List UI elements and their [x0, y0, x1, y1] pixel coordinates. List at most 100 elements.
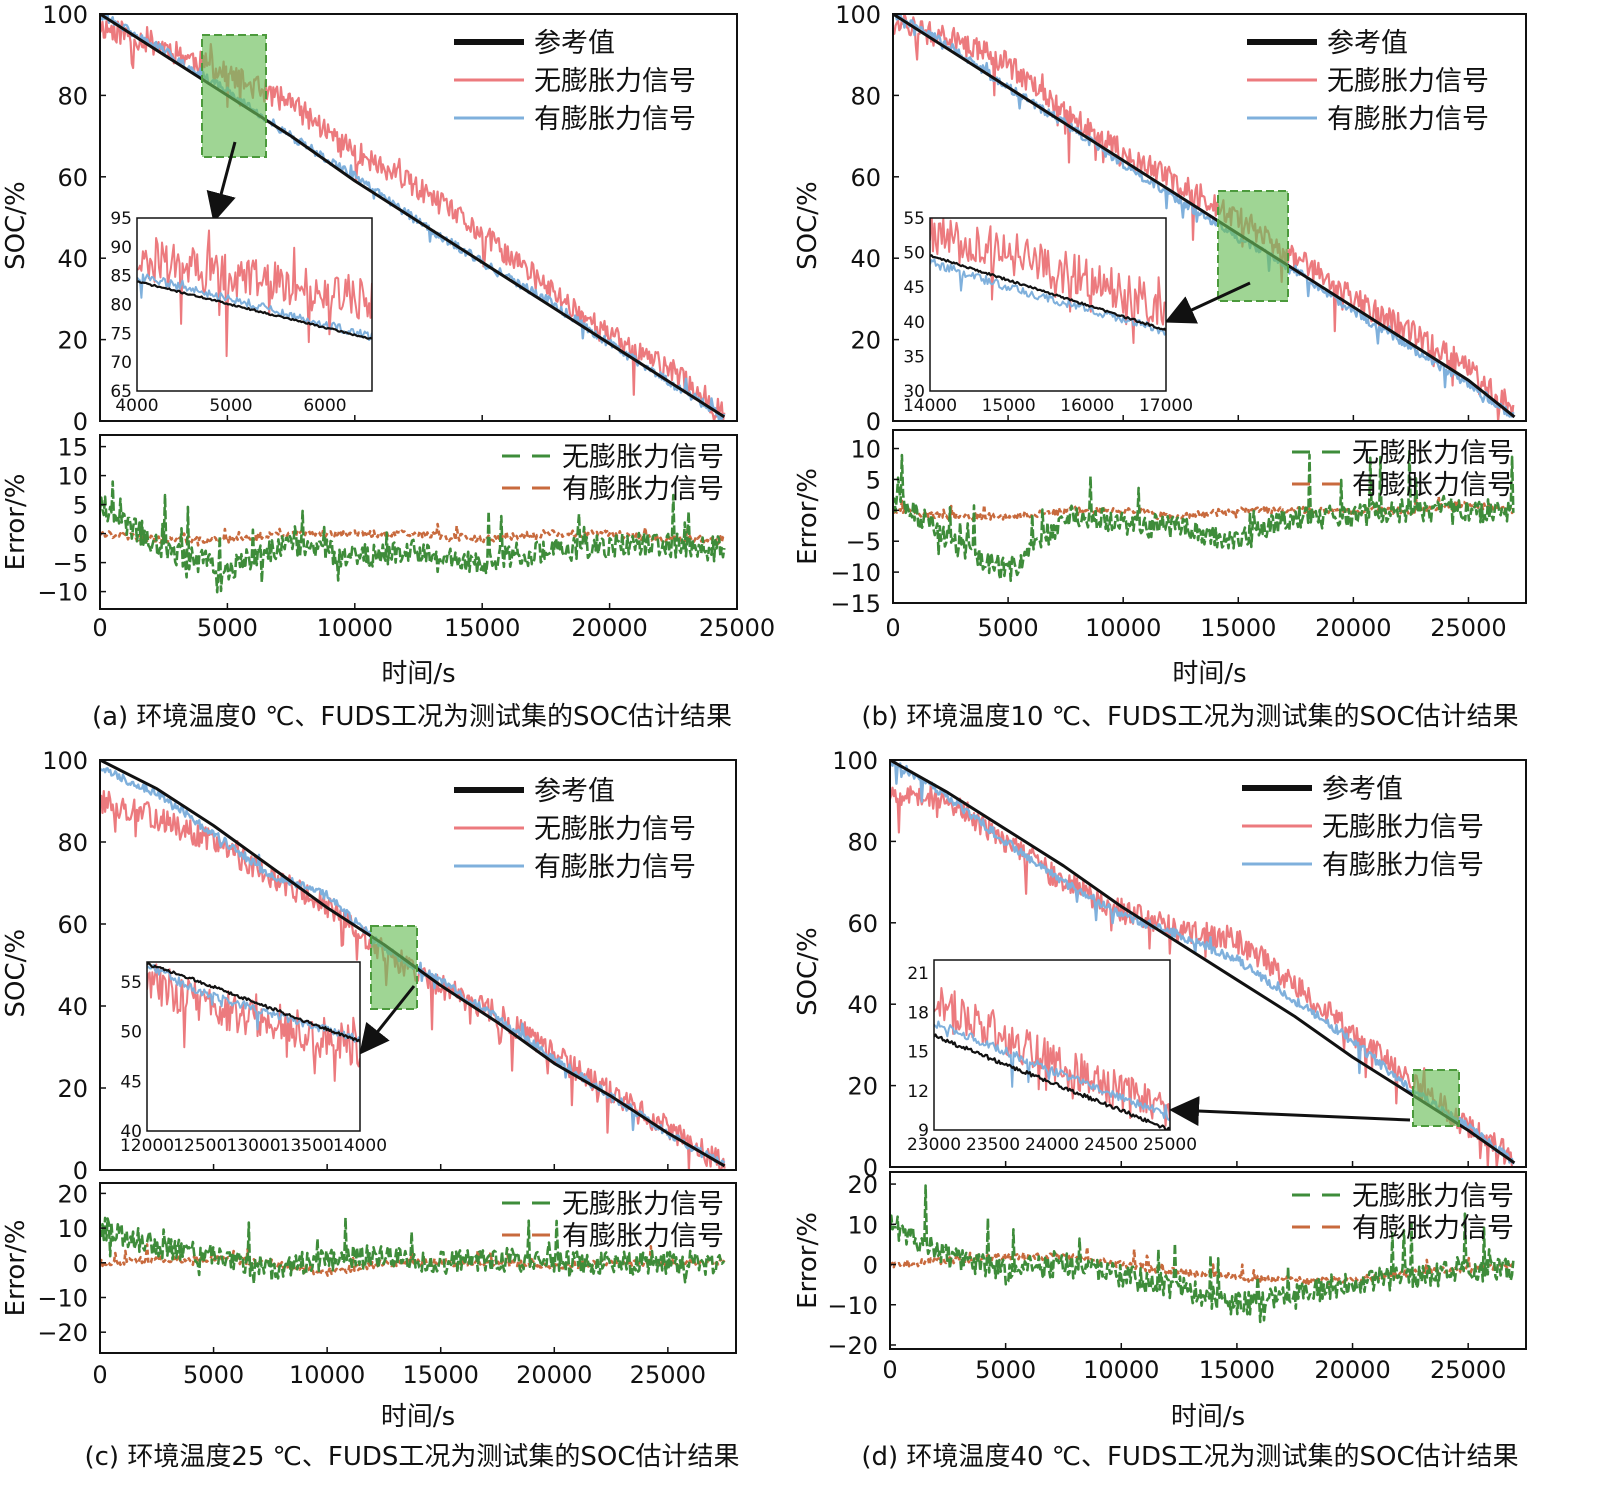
xtick-label: 20000 [1315, 614, 1391, 642]
inset-xtick-label: 15000 [982, 396, 1036, 416]
zoom-region [1217, 190, 1289, 302]
legend-label: 无膨胀力信号 [534, 814, 696, 845]
soc-ytick-label: 20 [57, 327, 88, 355]
inset-ytick-label: 65 [110, 382, 132, 402]
inset-ytick-label: 35 [903, 347, 925, 367]
inset-ytick-label: 55 [120, 973, 142, 993]
panel-caption: (a) 环境温度0 ℃、FUDS工况为测试集的SOC估计结果 [92, 702, 732, 732]
error-ytick-label: −15 [830, 590, 881, 618]
zoom-arrow [206, 141, 237, 223]
panel-c: 020406080100SOC/%参考值无膨胀力信号有膨胀力信号40455055… [1, 747, 740, 1472]
soc-ytick-label: 80 [57, 829, 88, 857]
inset-xtick-label: 13500 [280, 1136, 334, 1156]
inset-ytick-label: 12 [907, 1082, 929, 1102]
error-ytick-label: 20 [847, 1171, 878, 1199]
error-ylabel: Error/% [793, 468, 823, 565]
xtick-label: 15000 [403, 1361, 479, 1389]
inset-xtick-label: 12500 [173, 1136, 227, 1156]
inset-with-expansion-line [934, 1020, 1170, 1122]
inset-xtick-label: 24500 [1084, 1135, 1138, 1155]
error-ytick-label: 5 [866, 466, 881, 494]
error-ytick-label: −20 [37, 1319, 88, 1347]
inset-ytick-label: 55 [903, 209, 925, 229]
inset-ytick-label: 50 [120, 1023, 142, 1043]
legend-label: 无膨胀力信号 [1322, 812, 1484, 843]
inset-reference-line [934, 1033, 1170, 1130]
xtick-label: 5000 [978, 614, 1039, 642]
error-axes: −20 −10 0 10 20 0 5000 10000 15000 20000 25000 Erro… [1, 1180, 737, 1389]
error-ytick-label: 10 [850, 436, 881, 464]
error-plot-frame [99, 1182, 737, 1354]
panel-d: 020406080100SOC/%参考值无膨胀力信号有膨胀力信号91215182… [793, 747, 1527, 1472]
soc-ytick-label: 0 [863, 1154, 878, 1182]
soc-ylabel: SOC/% [1, 181, 31, 270]
error-no-expansion-line [893, 448, 1515, 583]
legend-label: 无膨胀力信号 [562, 442, 724, 473]
legend-label: 无膨胀力信号 [1352, 438, 1514, 469]
xtick-label: 20000 [1314, 1356, 1390, 1384]
inset-ytick-label: 90 [110, 238, 132, 258]
soc-ytick-label: 0 [73, 408, 88, 436]
error-ytick-label: 10 [57, 1215, 88, 1243]
soc-ytick-label: 60 [57, 911, 88, 939]
inset-no-expansion-line [930, 218, 1166, 344]
xtick-label: 10000 [1085, 614, 1161, 642]
inset-frame [929, 217, 1167, 392]
inset-xtick-label: 14000 [903, 396, 957, 416]
soc-ytick-label: 80 [850, 82, 881, 110]
panel-caption: (d) 环境温度40 ℃、FUDS工况为测试集的SOC估计结果 [861, 1442, 1518, 1472]
inset-ytick-label: 85 [110, 267, 132, 287]
soc-ylabel: SOC/% [793, 181, 823, 270]
inset-frame [136, 217, 373, 392]
soc-ytick-label: 20 [57, 1075, 88, 1103]
xtick-label: 10000 [289, 1361, 365, 1389]
soc-ylabel: SOC/% [1, 929, 31, 1018]
inset-ytick-label: 80 [110, 296, 132, 316]
inset-xtick-label: 4000 [115, 396, 158, 416]
error-ytick-label: 15 [57, 434, 88, 462]
soc-ytick-label: 20 [847, 1073, 878, 1101]
error-ytick-label: 0 [863, 1252, 878, 1280]
panel-caption: (b) 环境温度10 ℃、FUDS工况为测试集的SOC估计结果 [861, 702, 1518, 732]
inset-reference-line [147, 962, 360, 1043]
legend-label: 有膨胀力信号 [534, 852, 696, 883]
soc-plot-frame [99, 759, 737, 1171]
inset-ytick-label: 40 [120, 1122, 142, 1142]
xtick-label: 10000 [317, 614, 393, 642]
zoom-arrow [1164, 281, 1251, 324]
error-lines [100, 1216, 726, 1285]
error-ytick-label: −10 [37, 579, 88, 607]
error-no-expansion-line [100, 480, 726, 594]
inset-ytick-label: 21 [907, 964, 929, 984]
inset: 40 45 50 55 12000 12500 13000 13500 14000 [120, 961, 387, 1156]
inset: 9 12 15 18 21 23000 23500 24000 24500 25000 [907, 959, 1197, 1155]
xtick-label: 0 [882, 1356, 897, 1384]
error-ytick-label: 5 [73, 492, 88, 520]
error-ytick-label: −20 [827, 1332, 878, 1360]
legend-label: 参考值 [1322, 774, 1403, 805]
error-with-expansion-line [893, 495, 1515, 522]
error-with-expansion-line [890, 1245, 1515, 1286]
error-ytick-label: 0 [73, 1250, 88, 1278]
legend-label: 无膨胀力信号 [1327, 66, 1489, 97]
inset-ytick-label: 45 [120, 1072, 142, 1092]
panel-caption: (c) 环境温度25 ℃、FUDS工况为测试集的SOC估计结果 [84, 1442, 739, 1472]
xtick-label: 15000 [1199, 1356, 1275, 1384]
error-ytick-label: −10 [830, 559, 881, 587]
inset-xtick-label: 13000 [226, 1136, 280, 1156]
inset-xtick-label: 14000 [333, 1136, 387, 1156]
inset-ytick-label: 45 [903, 278, 925, 298]
inset-with-expansion-line [930, 258, 1166, 336]
inset-ytick-label: 30 [903, 382, 925, 402]
panel-b: 020406080100SOC/%参考值无膨胀力信号有膨胀力信号30354045… [793, 1, 1527, 732]
xtick-label: 0 [92, 1361, 107, 1389]
soc-ytick-label: 100 [42, 747, 88, 775]
error-lines [100, 480, 726, 594]
xtick-label: 10000 [1083, 1356, 1159, 1384]
soc-plot-frame [99, 13, 738, 422]
